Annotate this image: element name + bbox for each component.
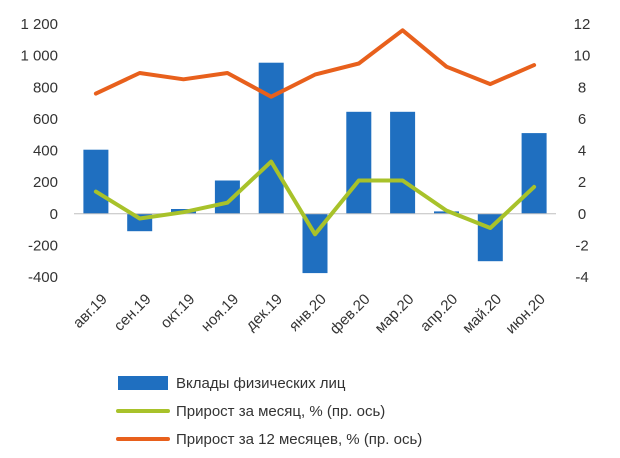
- x-tick-label: сен.19: [111, 291, 155, 335]
- right-tick-label: 6: [578, 111, 586, 128]
- line-annual-growth: [93, 28, 537, 99]
- left-tick-label: -400: [28, 269, 58, 286]
- x-tick-label: мар.20: [372, 291, 418, 337]
- line-series-group: [93, 28, 537, 237]
- x-tick-label: янв.20: [286, 291, 330, 335]
- bar-июн.20: [521, 133, 547, 214]
- right-tick-label: -4: [575, 269, 588, 286]
- right-tick-label: 2: [578, 174, 586, 191]
- legend-swatch-bar: [118, 376, 168, 390]
- left-tick-label: 600: [33, 111, 58, 128]
- x-tick-label: июн.20: [502, 291, 549, 338]
- right-tick-label: -2: [575, 237, 588, 254]
- left-tick-label: 1 000: [20, 48, 58, 65]
- bar-фев.20: [346, 111, 372, 214]
- right-tick-label: 4: [578, 143, 586, 160]
- legend-label: Прирост за месяц, % (пр. ось): [176, 403, 385, 420]
- left-tick-label: 400: [33, 143, 58, 160]
- x-tick-label: фев.20: [327, 291, 374, 338]
- x-tick-label: дек.19: [243, 291, 286, 334]
- right-tick-label: 10: [574, 48, 591, 65]
- line-monthly-growth: [93, 159, 537, 237]
- legend: Вклады физических лиц Прирост за месяц, %…: [116, 375, 422, 448]
- left-tick-label: 800: [33, 79, 58, 96]
- x-axis-tick-labels: авг.19 сен.19 окт.19 ноя.19 дек.19 янв.20фев.…: [70, 291, 549, 338]
- left-axis-tick-labels: -400 -200 0 200 400 600 800 1 000 1 200: [20, 16, 58, 286]
- bar-мар.20: [390, 111, 416, 214]
- right-tick-label: 12: [574, 16, 591, 33]
- bar-дек.19: [258, 62, 284, 214]
- x-tick-label: авг.19: [70, 291, 111, 332]
- left-tick-label: 200: [33, 174, 58, 191]
- x-tick-label: май.20: [459, 291, 505, 337]
- legend-label: Прирост за 12 месяцев, % (пр. ось): [176, 431, 422, 448]
- left-tick-label: 1 200: [20, 16, 58, 33]
- x-tick-label: апр.20: [417, 291, 461, 335]
- right-axis-tick-labels: -4 -2 0 2 4 6 8 10 12: [574, 16, 591, 286]
- x-tick-label: окт.19: [157, 291, 198, 332]
- bar-series-deposits: [83, 62, 547, 274]
- bar-авг.19: [83, 149, 109, 214]
- left-tick-label: -200: [28, 237, 58, 254]
- x-tick-label: ноя.19: [198, 291, 242, 335]
- legend-label: Вклады физических лиц: [176, 375, 346, 392]
- left-tick-label: 0: [50, 206, 58, 223]
- right-tick-label: 8: [578, 79, 586, 96]
- right-tick-label: 0: [578, 206, 586, 223]
